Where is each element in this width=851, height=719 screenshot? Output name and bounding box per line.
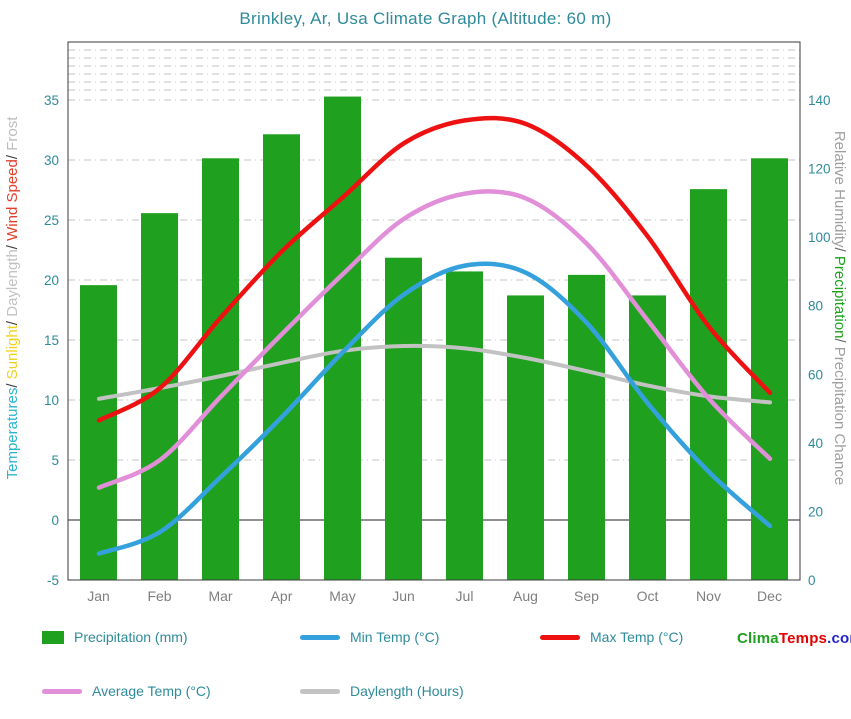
left-axis-title-segment: Temperatures: [4, 388, 21, 480]
plot-frame: [67, 41, 801, 581]
month-label: Oct: [637, 588, 659, 604]
climate-chart-canvas: -5 0 5 10 15 20 25 30 35 0 20 40 60 80 100 120 140 Jan Feb…: [4, 41, 848, 604]
chart-title: Brinkley, Ar, Usa Climate Graph (Altitud…: [239, 9, 612, 28]
left-axis-title-segment: Daylength: [4, 249, 21, 317]
left-axis-title-segment: Frost: [4, 116, 21, 151]
right-axis-title-segment: Precipitation Chance: [831, 347, 848, 485]
daylength-hours-line: [97, 343, 772, 405]
left-axis-title-segment: Wind Speed: [4, 159, 21, 241]
average-temp-c-line: [96, 189, 773, 490]
legend-label: Average Temp (°C): [92, 683, 211, 699]
left-axis-title-segment: Sunlight: [4, 324, 21, 379]
average-temp-swatch: [42, 688, 82, 694]
left-axis-tick-label: 30: [44, 153, 59, 168]
legend-label: Min Temp (°C): [350, 629, 440, 645]
max-temp-swatch: [540, 634, 580, 640]
left-axis-title-segment: /: [4, 379, 21, 387]
month-label: Aug: [513, 588, 538, 604]
right-axis-tick-label: 40: [808, 436, 823, 451]
right-axis-tick-label: 20: [808, 504, 823, 519]
month-label: Dec: [757, 588, 782, 604]
left-axis-title-segment: /: [4, 241, 21, 249]
legend-item-max-temp: Max Temp (°C): [540, 629, 683, 645]
legend-item-daylength: Daylength (Hours): [300, 683, 464, 699]
right-axis-tick-label: 100: [808, 230, 831, 245]
precipitation-bar: [263, 134, 300, 581]
precipitation-bar: [446, 271, 483, 580]
right-axis-tick-label: 80: [808, 299, 823, 314]
right-axis-title-segment: Relative Humidity: [831, 131, 848, 248]
legend-item-average-temp: Average Temp (°C): [42, 683, 211, 699]
precipitation-bar: [202, 158, 239, 581]
precipitation-bar: [629, 295, 666, 580]
left-axis-tick-label: 15: [44, 333, 59, 348]
legend-label: Max Temp (°C): [590, 629, 684, 645]
month-label: Jul: [456, 588, 474, 604]
logo-part-clima: Clima: [737, 630, 779, 647]
right-axis-tick-label: 120: [808, 162, 831, 177]
legend-item-precipitation: Precipitation (mm): [42, 629, 188, 645]
climatemps-logo[interactable]: ClimaTemps.com: [737, 630, 851, 647]
legend-item-min-temp: Min Temp (°C): [300, 629, 439, 645]
right-axis-title: Relative Humidity/ Precipitation/ Precip…: [831, 131, 848, 485]
precipitation-bar: [385, 257, 422, 580]
month-label: Jan: [87, 588, 110, 604]
min-temp-c-line: [96, 261, 773, 556]
left-axis-tick-label: 35: [44, 93, 59, 108]
logo-part-temps: Temps: [778, 630, 828, 647]
max-temp-c-line: [96, 115, 773, 423]
precipitation-bar: [751, 158, 788, 581]
right-axis-title-segment: Precipitation: [831, 256, 848, 339]
month-label: Nov: [696, 588, 721, 604]
left-axis-title: Temperatures/ Sunlight/ Daylength/ Wind …: [4, 116, 21, 480]
month-label: Apr: [271, 588, 293, 604]
legend-label: Daylength (Hours): [350, 683, 464, 699]
precipitation-swatch: [42, 630, 64, 644]
month-label: Jun: [392, 588, 415, 604]
left-axis-tick-label: -5: [47, 573, 59, 588]
left-axis-tick-label: 5: [51, 453, 59, 468]
left-axis-tick-label: 10: [44, 393, 59, 408]
min-temp-swatch: [300, 634, 340, 640]
precipitation-bar: [507, 295, 544, 580]
left-axis-tick-label: 0: [51, 513, 59, 528]
right-axis-title-segment: /: [831, 338, 848, 346]
logo-part-com: .com: [827, 630, 851, 647]
left-axis-tick-label: 20: [44, 273, 59, 288]
right-axis-tick-label: 140: [808, 93, 831, 108]
left-axis-title-segment: /: [4, 317, 21, 325]
month-label: May: [329, 588, 355, 604]
left-axis-tick-label: 25: [44, 213, 59, 228]
right-axis-tick-label: 0: [808, 573, 816, 588]
legend-label: Precipitation (mm): [74, 629, 188, 645]
month-label: Feb: [147, 588, 171, 604]
daylength-swatch: [300, 688, 340, 694]
left-axis-title-segment: /: [4, 151, 21, 159]
month-label: Mar: [208, 588, 232, 604]
month-label: Sep: [574, 588, 599, 604]
precipitation-bar: [80, 285, 117, 580]
right-axis-title-segment: /: [831, 248, 848, 256]
right-axis-tick-label: 60: [808, 367, 823, 382]
